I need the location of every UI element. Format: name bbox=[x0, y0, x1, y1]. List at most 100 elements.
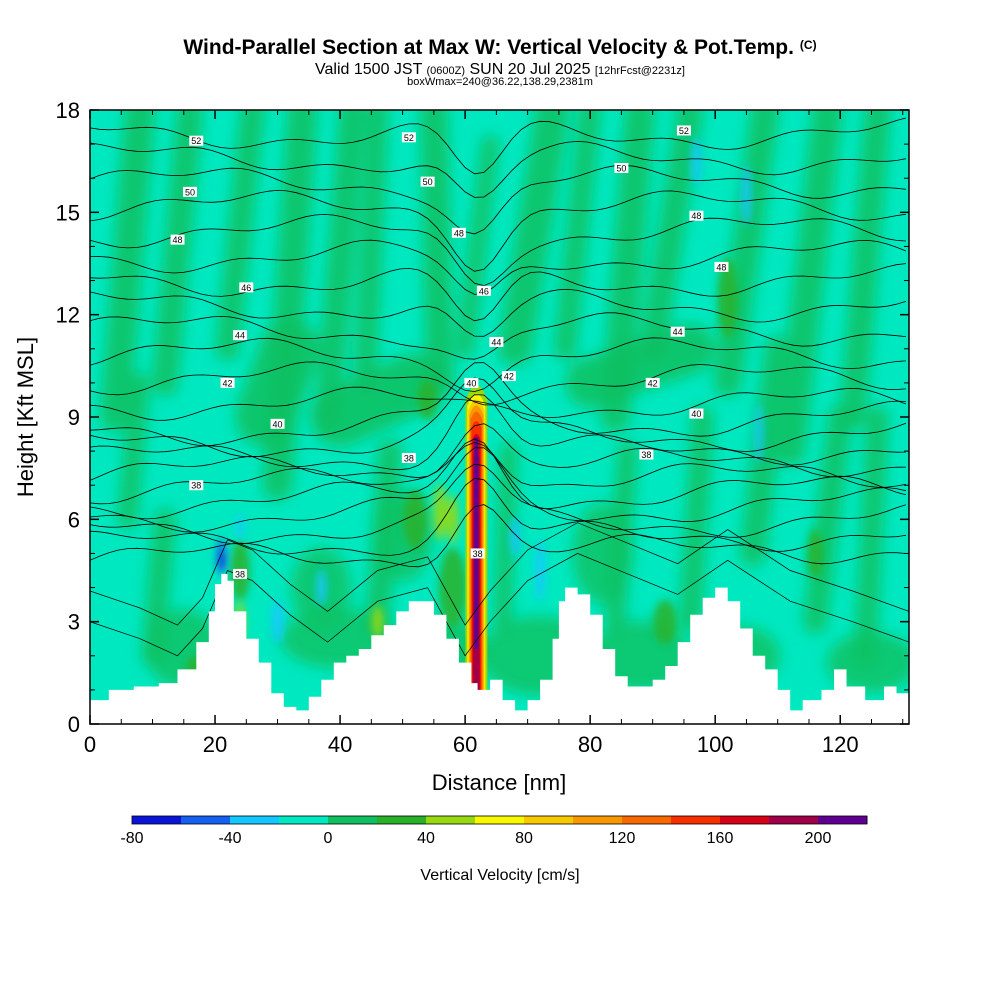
contour-label-text: 52 bbox=[191, 136, 201, 146]
axes: 0 20 40 60 80 100 120 0 3 6 9 12 15 18 bbox=[56, 98, 909, 757]
updraft-band bbox=[310, 352, 446, 447]
contour-label-text: 50 bbox=[423, 177, 433, 187]
w-field-broad bbox=[100, 110, 909, 696]
downdraft bbox=[316, 569, 327, 606]
contour-label: 50 bbox=[183, 186, 198, 197]
contour-label-box bbox=[233, 568, 248, 579]
downdraft bbox=[271, 599, 284, 644]
theta-contour-line bbox=[90, 477, 906, 556]
downdraft bbox=[535, 540, 546, 601]
downdraft-max bbox=[219, 551, 226, 570]
updraft-band bbox=[775, 110, 843, 467]
contour-label-text: 48 bbox=[691, 211, 701, 221]
colorbar-tick-label: 160 bbox=[707, 830, 734, 847]
contour-label-box bbox=[689, 210, 704, 221]
theta-contour-low bbox=[90, 522, 909, 626]
colorbar-swatch bbox=[181, 816, 231, 824]
plume-core bbox=[474, 437, 479, 649]
x-tick-label: 20 bbox=[203, 732, 227, 757]
colorbar-swatch bbox=[622, 816, 672, 824]
theta-contour-line bbox=[90, 263, 906, 322]
contour-label: 40 bbox=[464, 377, 479, 388]
y-axis-label: Height [Kft MSL] bbox=[13, 337, 38, 497]
contour-label-box bbox=[501, 371, 516, 382]
theta-contour-line bbox=[90, 337, 906, 393]
y-tick-label: 9 bbox=[68, 405, 80, 430]
contour-label-box bbox=[614, 162, 629, 173]
updraft-band bbox=[679, 406, 714, 633]
contour-label-box bbox=[451, 227, 466, 238]
updraft-band bbox=[152, 110, 204, 396]
contour-label-box bbox=[183, 186, 198, 197]
contour-label-box bbox=[489, 336, 504, 347]
updraft-area bbox=[572, 503, 633, 604]
chart-subtitle: Valid 1500 JST (0600Z) SUN 20 Jul 2025 [… bbox=[0, 61, 1000, 79]
colorbar-swatch bbox=[279, 816, 329, 824]
updraft-area bbox=[826, 632, 909, 693]
downdraft bbox=[236, 514, 245, 539]
updraft-core bbox=[653, 599, 678, 644]
contour-label-text: 52 bbox=[679, 126, 689, 136]
contour-label: 50 bbox=[614, 162, 629, 173]
theta-contour-line bbox=[90, 362, 906, 447]
contour-label: 42 bbox=[220, 377, 235, 388]
theta-contour-line bbox=[90, 423, 906, 481]
updraft-band bbox=[100, 110, 156, 432]
contour-label-box bbox=[714, 261, 729, 272]
subtitle-forecast: [12hrFcst@2231z] bbox=[594, 65, 685, 77]
y-tick-label: 6 bbox=[68, 507, 80, 532]
contour-label: 38 bbox=[470, 548, 485, 559]
updraft-band bbox=[314, 110, 366, 430]
x-tick-label: 100 bbox=[697, 732, 734, 757]
colorbar-tick-label: 0 bbox=[324, 830, 333, 847]
chart-title-tag: (C) bbox=[799, 38, 817, 52]
updraft-band bbox=[565, 323, 716, 408]
contour-label: 42 bbox=[501, 371, 516, 382]
contour-label-text: 46 bbox=[479, 286, 489, 296]
theta-contour-line bbox=[90, 438, 907, 520]
updraft-band bbox=[456, 135, 500, 358]
updraft-core bbox=[807, 529, 824, 578]
updraft-band bbox=[235, 318, 321, 447]
vertical-velocity-field bbox=[100, 110, 909, 697]
contour-label: 44 bbox=[489, 336, 504, 347]
theta-contour-line bbox=[90, 239, 907, 295]
contour-label-box bbox=[476, 285, 491, 296]
colorbar-swatch bbox=[328, 816, 378, 824]
plot-area bbox=[90, 110, 909, 724]
contour-label-text: 50 bbox=[616, 163, 626, 173]
subtitle-valid: Valid 1500 JST bbox=[315, 61, 423, 78]
chart-title-text: Wind-Parallel Section at Max W: Vertical… bbox=[183, 36, 794, 59]
contour-label-box bbox=[689, 408, 704, 419]
contour-label-text: 48 bbox=[173, 235, 183, 245]
contour-label-text: 38 bbox=[473, 549, 483, 559]
colorbar-tick-label: 120 bbox=[609, 830, 636, 847]
colorbar-swatch bbox=[573, 816, 623, 824]
contour-label: 38 bbox=[189, 480, 204, 491]
theta-contour-line bbox=[90, 441, 906, 505]
contour-labels: 52 52 52 50 50 50 48 48 48 48 46 46 44 44 44 42 42 42 40 40… bbox=[170, 125, 729, 579]
colorbar-swatch bbox=[426, 816, 476, 824]
contour-label-box bbox=[270, 418, 285, 429]
colorbar-tick-label: 200 bbox=[805, 830, 832, 847]
x-tick-label: 40 bbox=[328, 732, 352, 757]
updraft-band bbox=[498, 110, 570, 366]
contour-label-text: 50 bbox=[185, 187, 195, 197]
contour-label-text: 40 bbox=[273, 419, 283, 429]
contour-label-text: 38 bbox=[191, 481, 201, 491]
contour-label-box bbox=[220, 377, 235, 388]
colorbar-tick-label: 40 bbox=[417, 830, 435, 847]
contour-label-text: 52 bbox=[404, 133, 414, 143]
updraft-yellowgreen bbox=[371, 605, 384, 638]
contour-label-box bbox=[464, 377, 479, 388]
x-axis-label: Distance [nm] bbox=[432, 770, 567, 795]
colorbar-swatch bbox=[671, 816, 721, 824]
updraft-band bbox=[117, 372, 151, 530]
contour-label-box bbox=[676, 125, 691, 136]
contour-label-box bbox=[401, 132, 416, 143]
y-tick-label: 0 bbox=[68, 712, 80, 737]
x-tick-label: 60 bbox=[453, 732, 477, 757]
max-w-plume bbox=[465, 384, 488, 697]
y-tick-label: 12 bbox=[56, 303, 80, 328]
colorbar-swatch bbox=[230, 816, 280, 824]
